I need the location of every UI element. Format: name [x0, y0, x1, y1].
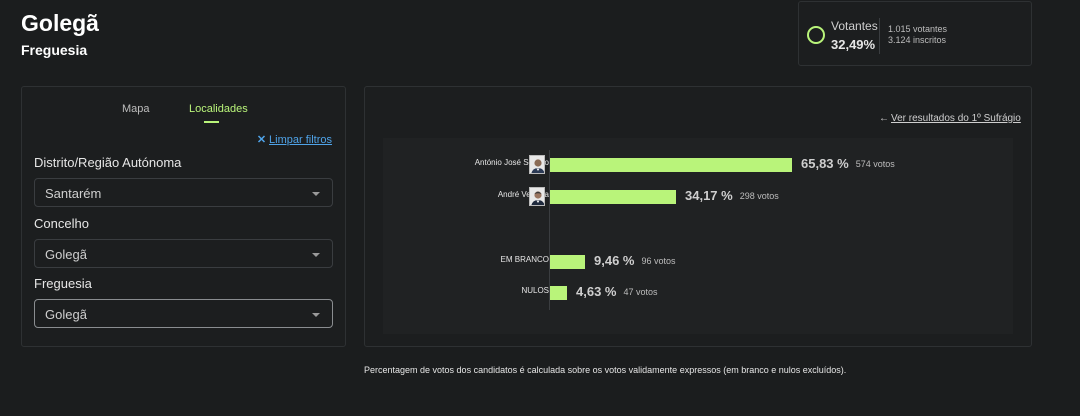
district-select[interactable]: Santarém — [34, 178, 333, 207]
result-percent: 34,17 % — [685, 188, 733, 203]
chevron-down-icon — [312, 253, 320, 257]
municipality-select[interactable]: Golegã — [34, 239, 333, 268]
result-row: NULOS 4,63 % 47 votos — [383, 281, 1013, 303]
arrow-left-icon: ← — [879, 113, 889, 124]
tab-map[interactable]: Mapa — [122, 103, 150, 115]
district-label: Distrito/Região Autónoma — [34, 155, 182, 170]
results-chart: António José Seguro 65,83 % 574 votos An… — [383, 138, 1013, 334]
parish-select[interactable]: Golegã — [34, 299, 333, 328]
result-percent: 4,63 % — [576, 284, 617, 299]
result-votes: 574 votos — [855, 159, 895, 169]
parish-label: Freguesia — [34, 276, 92, 291]
clear-filters-label: Limpar filtros — [269, 134, 332, 146]
null-votes-label: NULOS — [521, 286, 549, 295]
turnout-registered: 3.124 inscritos — [888, 35, 947, 45]
first-round-label: Ver resultados do 1º Sufrágio — [891, 113, 1021, 124]
result-row: EM BRANCO 9,46 % 96 votos — [383, 250, 1013, 272]
clear-filters-link[interactable]: ✕ Limpar filtros — [257, 133, 332, 146]
place-title: Golegã — [21, 10, 99, 36]
chevron-down-icon — [312, 192, 320, 196]
result-bar — [550, 190, 676, 204]
municipality-value: Golegã — [45, 247, 87, 262]
view-tabs: Mapa Localidades — [22, 103, 345, 123]
place-type: Freguesia — [21, 42, 88, 58]
turnout-voters: 1.015 votantes — [888, 24, 948, 34]
turnout-percent: 32,49% — [831, 37, 876, 52]
candidate-name: André Ventura — [497, 190, 549, 199]
result-percent: 65,83 % — [801, 156, 849, 171]
result-bar — [550, 255, 585, 269]
first-round-link[interactable]: ← Ver resultados do 1º Sufrágio — [879, 113, 1021, 124]
result-row: André Ventura 34,17 % 298 votos — [383, 185, 1013, 207]
blank-votes-label: EM BRANCO — [500, 255, 549, 264]
result-bar — [550, 286, 567, 300]
tab-localities[interactable]: Localidades — [189, 103, 248, 123]
close-icon: ✕ — [256, 134, 267, 146]
district-value: Santarém — [45, 186, 102, 201]
chevron-down-icon — [312, 313, 320, 317]
result-votes: 47 votos — [623, 287, 658, 297]
chart-axis — [549, 150, 550, 310]
filter-panel: Mapa Localidades ✕ Limpar filtros Distrit… — [21, 86, 346, 347]
result-bar — [550, 158, 792, 172]
turnout-ring-icon — [807, 26, 825, 44]
result-row: António José Seguro 65,83 % 574 votos — [383, 153, 1013, 175]
result-votes: 298 votos — [739, 191, 779, 201]
candidate-name: António José Seguro — [474, 158, 549, 167]
candidate-photo — [529, 187, 545, 206]
footnote: Percentagem de votos dos candidatos é ca… — [364, 365, 847, 375]
result-percent: 9,46 % — [594, 253, 635, 268]
turnout-divider — [879, 18, 880, 54]
turnout-card: Votantes 32,49% 1.015 votantes 3.124 ins… — [798, 1, 1032, 66]
candidate-photo — [529, 155, 545, 174]
parish-value: Golegã — [45, 307, 87, 322]
turnout-label: Votantes — [831, 19, 878, 33]
municipality-label: Concelho — [34, 216, 89, 231]
result-votes: 96 votos — [641, 256, 676, 266]
results-panel: ← Ver resultados do 1º Sufrágio António J… — [364, 86, 1032, 347]
